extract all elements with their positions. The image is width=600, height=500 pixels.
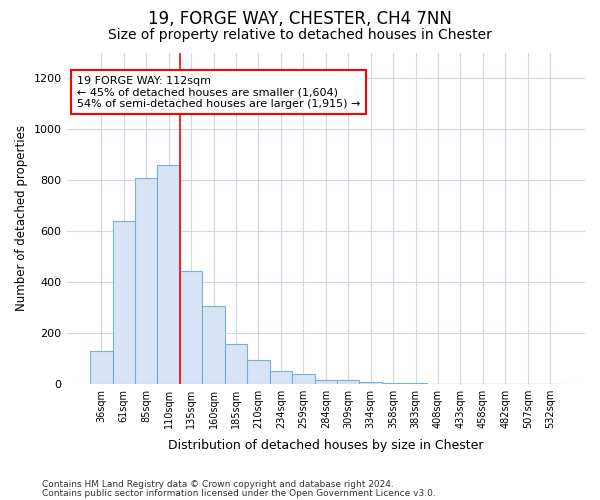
Bar [135, 178, 157, 384]
Bar [180, 271, 202, 384]
Text: 19, FORGE WAY, CHESTER, CH4 7NN: 19, FORGE WAY, CHESTER, CH4 7NN [148, 10, 452, 28]
Bar [292, 374, 314, 384]
Text: Contains public sector information licensed under the Open Government Licence v3: Contains public sector information licen… [42, 488, 436, 498]
X-axis label: Distribution of detached houses by size in Chester: Distribution of detached houses by size … [168, 440, 484, 452]
Bar [202, 306, 225, 384]
Bar [314, 380, 337, 384]
Text: Contains HM Land Registry data © Crown copyright and database right 2024.: Contains HM Land Registry data © Crown c… [42, 480, 394, 489]
Text: Size of property relative to detached houses in Chester: Size of property relative to detached ho… [108, 28, 492, 42]
Bar [269, 371, 292, 384]
Bar [247, 360, 269, 384]
Bar [90, 351, 113, 384]
Bar [113, 221, 135, 384]
Bar [337, 380, 359, 384]
Bar [225, 344, 247, 384]
Bar [157, 166, 180, 384]
Bar [382, 383, 404, 384]
Text: 19 FORGE WAY: 112sqm
← 45% of detached houses are smaller (1,604)
54% of semi-de: 19 FORGE WAY: 112sqm ← 45% of detached h… [77, 76, 360, 109]
Y-axis label: Number of detached properties: Number of detached properties [15, 126, 28, 312]
Bar [359, 382, 382, 384]
